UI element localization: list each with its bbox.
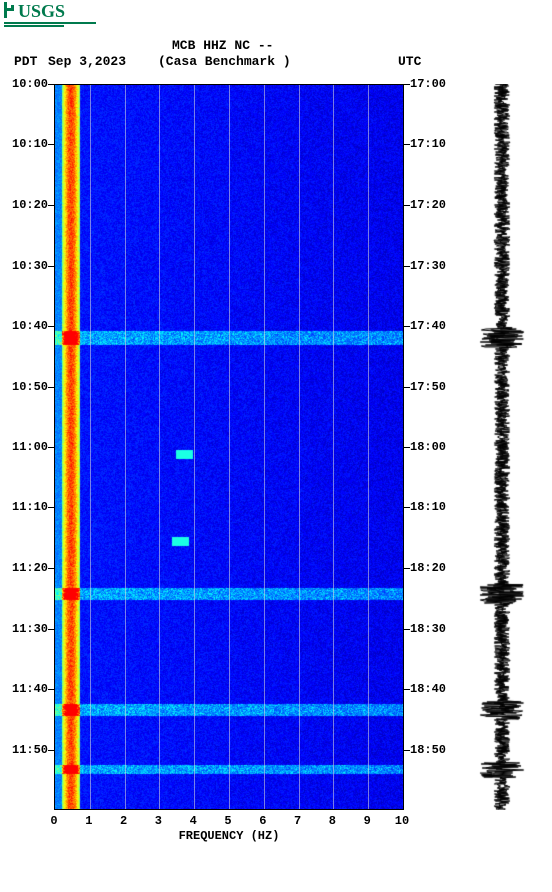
tick-mark [48, 205, 54, 206]
left-time-label: 10:10 [12, 137, 48, 151]
x-tick-label: 7 [294, 814, 301, 878]
x-tick-label: 5 [224, 814, 231, 878]
x-tick-label: 0 [50, 814, 57, 878]
tick-mark [404, 447, 410, 448]
gridline [299, 85, 300, 809]
tick-mark [404, 750, 410, 751]
tick-mark [48, 629, 54, 630]
tick-mark [48, 507, 54, 508]
tick-mark [404, 205, 410, 206]
left-time-label: 10:00 [12, 77, 48, 91]
tick-mark [404, 507, 410, 508]
tick-mark [404, 387, 410, 388]
x-tick-label: 6 [259, 814, 266, 878]
station-line: MCB HHZ NC -- [172, 38, 273, 53]
left-time-label: 11:50 [12, 743, 48, 757]
left-time-label: 11:40 [12, 682, 48, 696]
x-tick-label: 3 [155, 814, 162, 878]
tick-mark [404, 689, 410, 690]
spectrogram-chart: FREQUENCY (HZ) 10:00 10:10 10:20 10:30 10:40… [6, 80, 446, 860]
tick-mark [48, 568, 54, 569]
gridline [194, 85, 195, 809]
gridline [368, 85, 369, 809]
tick-mark [48, 84, 54, 85]
tz-right: UTC [398, 54, 421, 69]
tick-mark [48, 144, 54, 145]
gridline [125, 85, 126, 809]
seismogram [472, 84, 532, 810]
gridline [90, 85, 91, 809]
left-time-label: 11:30 [12, 622, 48, 636]
left-time-label: 10:40 [12, 319, 48, 333]
left-time-label: 10:50 [12, 380, 48, 394]
x-tick-label: 8 [329, 814, 336, 878]
x-tick-label: 10 [395, 814, 409, 878]
tick-mark [48, 266, 54, 267]
x-tick-label: 2 [120, 814, 127, 878]
tick-mark [48, 387, 54, 388]
gridline [333, 85, 334, 809]
tick-mark [404, 84, 410, 85]
tick-mark [404, 568, 410, 569]
x-tick-label: 4 [190, 814, 197, 878]
x-tick-label: 1 [85, 814, 92, 878]
usgs-logo-svg: USGS [4, 2, 96, 28]
tick-mark [48, 750, 54, 751]
tick-mark [48, 447, 54, 448]
usgs-logo: USGS [4, 2, 96, 28]
gridline [159, 85, 160, 809]
tick-mark [48, 326, 54, 327]
left-time-label: 10:30 [12, 259, 48, 273]
x-tick-label: 9 [364, 814, 371, 878]
left-time-label: 11:00 [12, 440, 48, 454]
gridline [229, 85, 230, 809]
site-line: (Casa Benchmark ) [158, 54, 291, 69]
seismogram-canvas [472, 84, 532, 810]
tick-mark [404, 629, 410, 630]
tick-mark [404, 266, 410, 267]
tick-mark [404, 144, 410, 145]
left-time-label: 10:20 [12, 198, 48, 212]
gridline [264, 85, 265, 809]
tick-mark [404, 326, 410, 327]
spectrogram-plot: FREQUENCY (HZ) [54, 84, 404, 810]
usgs-logo-text: USGS [18, 2, 65, 21]
left-time-label: 11:10 [12, 500, 48, 514]
left-time-label: 11:20 [12, 561, 48, 575]
date-label: Sep 3,2023 [48, 54, 126, 69]
page-root: USGS MCB HHZ NC -- (Casa Benchmark ) PDT… [0, 0, 552, 892]
tz-left: PDT [14, 54, 37, 69]
tick-mark [48, 689, 54, 690]
